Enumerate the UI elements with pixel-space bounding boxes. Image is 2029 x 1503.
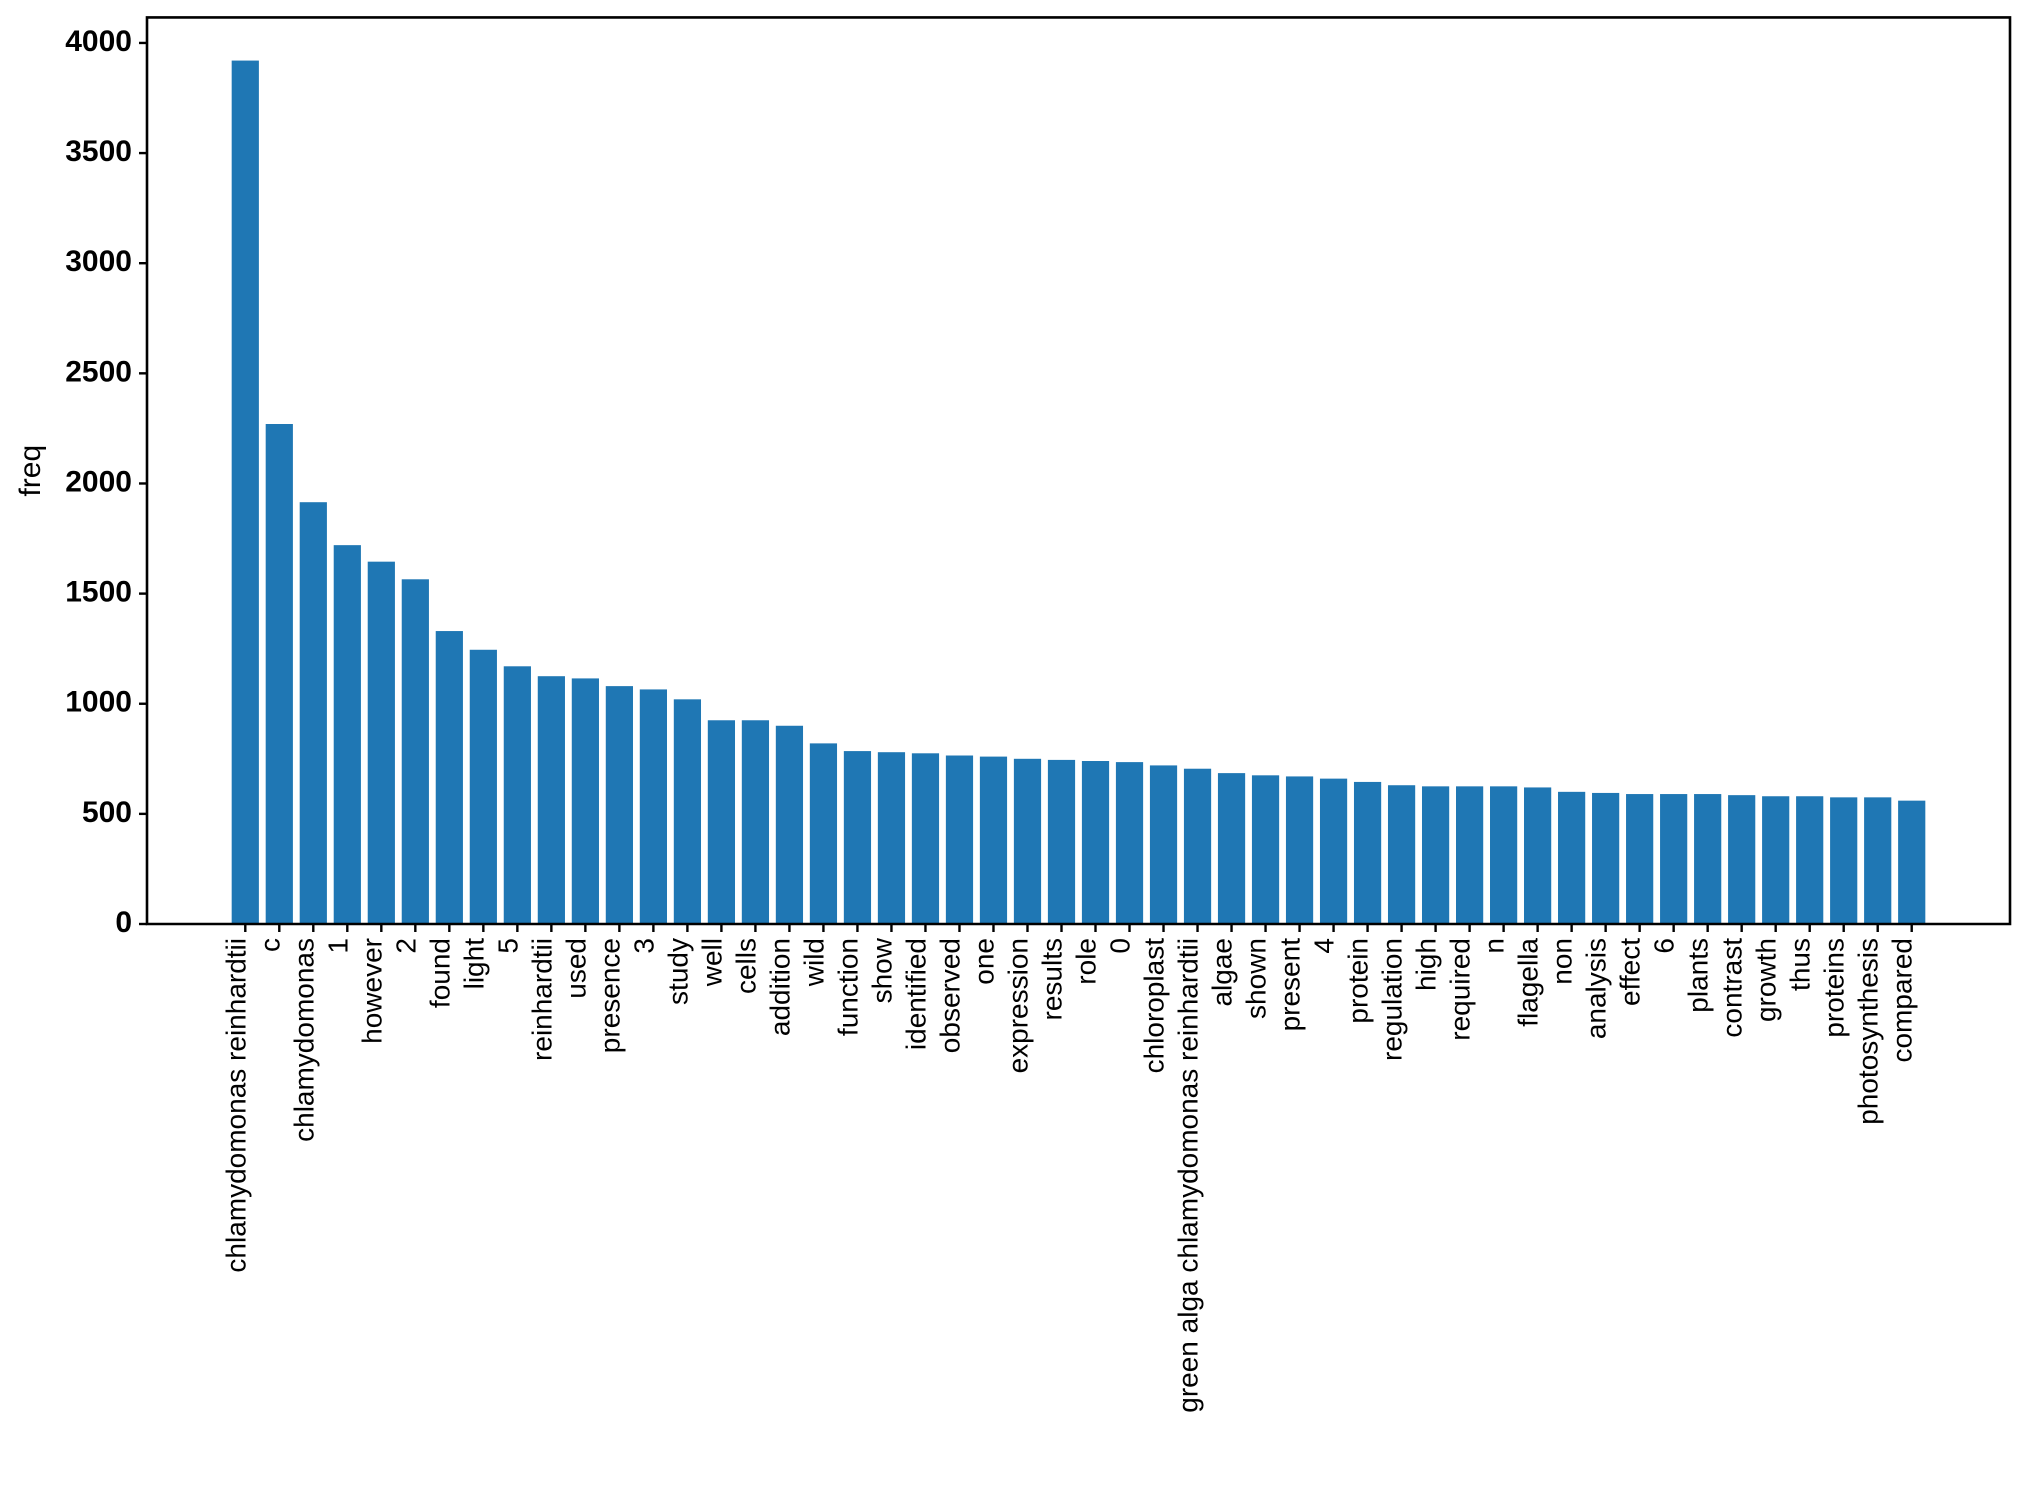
svg-text:study: study (662, 938, 693, 1005)
svg-text:high: high (1411, 938, 1442, 991)
svg-text:results: results (1037, 938, 1068, 1020)
svg-text:expression: expression (1002, 938, 1033, 1073)
svg-text:1: 1 (322, 938, 353, 954)
svg-text:role: role (1071, 938, 1102, 985)
svg-text:cells: cells (730, 938, 761, 994)
svg-text:shown: shown (1241, 938, 1272, 1019)
svg-text:required: required (1445, 938, 1476, 1041)
svg-text:1500: 1500 (65, 576, 132, 609)
svg-text:algae: algae (1207, 938, 1238, 1007)
svg-text:one: one (968, 938, 999, 985)
svg-text:freq: freq (14, 445, 47, 497)
svg-text:non: non (1547, 938, 1578, 985)
svg-text:0: 0 (1105, 938, 1136, 954)
svg-text:2000: 2000 (65, 465, 132, 498)
svg-text:protein: protein (1343, 938, 1374, 1024)
svg-text:observed: observed (934, 938, 965, 1053)
svg-text:green alga chlamydomonas reinh: green alga chlamydomonas reinhardtii (1173, 938, 1204, 1413)
svg-text:3: 3 (628, 938, 659, 954)
svg-text:identified: identified (900, 938, 931, 1050)
svg-text:show: show (866, 937, 897, 1003)
svg-text:2: 2 (390, 938, 421, 954)
svg-text:thus: thus (1785, 938, 1816, 991)
svg-text:flagella: flagella (1513, 938, 1544, 1027)
svg-text:6: 6 (1649, 938, 1680, 954)
svg-text:chlamydomonas reinhardtii: chlamydomonas reinhardtii (220, 938, 251, 1273)
svg-text:wild: wild (798, 938, 829, 987)
svg-text:c: c (254, 938, 285, 952)
svg-text:4000: 4000 (65, 25, 132, 58)
svg-text:proteins: proteins (1819, 938, 1850, 1038)
svg-text:found: found (424, 938, 455, 1008)
svg-text:function: function (832, 938, 863, 1036)
svg-text:well: well (696, 938, 727, 987)
svg-text:0: 0 (115, 906, 132, 939)
svg-text:1000: 1000 (65, 686, 132, 719)
svg-text:4: 4 (1309, 938, 1340, 954)
svg-text:addition: addition (764, 938, 795, 1036)
svg-text:light: light (458, 938, 489, 990)
svg-text:presence: presence (594, 938, 625, 1053)
svg-text:500: 500 (82, 796, 132, 829)
svg-text:2500: 2500 (65, 355, 132, 388)
svg-text:contrast: contrast (1717, 938, 1748, 1038)
svg-text:5: 5 (492, 938, 523, 954)
svg-text:present: present (1275, 938, 1306, 1032)
svg-text:3000: 3000 (65, 245, 132, 278)
svg-text:however: however (356, 938, 387, 1044)
svg-text:effect: effect (1615, 938, 1646, 1006)
svg-text:3500: 3500 (65, 135, 132, 168)
svg-text:growth: growth (1751, 938, 1782, 1022)
svg-text:chlamydomonas: chlamydomonas (288, 938, 319, 1142)
svg-text:n: n (1479, 938, 1510, 954)
svg-text:reinhardtii: reinhardtii (526, 938, 557, 1061)
svg-text:chloroplast: chloroplast (1139, 938, 1170, 1074)
svg-text:photosynthesis: photosynthesis (1853, 938, 1884, 1125)
svg-text:used: used (560, 938, 591, 999)
svg-text:compared: compared (1887, 938, 1918, 1063)
svg-text:regulation: regulation (1377, 938, 1408, 1061)
svg-text:analysis: analysis (1581, 938, 1612, 1039)
svg-text:plants: plants (1683, 938, 1714, 1013)
